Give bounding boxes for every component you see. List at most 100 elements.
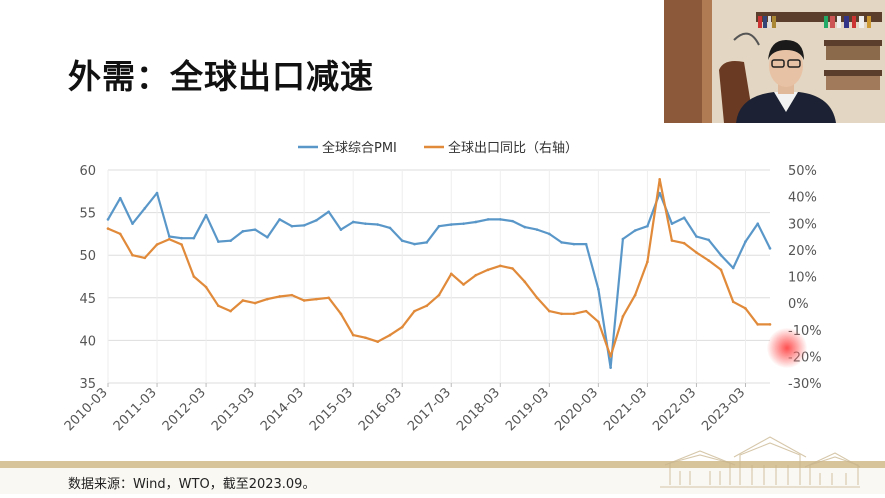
right-axis: 50%40%30%20%10%0%-10%-20%-30% <box>788 164 822 392</box>
right-tick-label: 40% <box>788 191 817 206</box>
data-point-exports <box>646 260 649 264</box>
data-point-exports <box>597 320 600 324</box>
data-point-exports <box>364 336 367 340</box>
data-point-pmi <box>621 237 625 241</box>
left-tick-label: 55 <box>79 207 96 222</box>
data-point-pmi <box>106 218 110 221</box>
data-point-pmi <box>290 224 294 228</box>
data-point-exports <box>633 293 637 297</box>
series-line-exports <box>106 178 772 358</box>
left-tick-label: 45 <box>79 292 96 307</box>
data-point-exports <box>609 355 612 358</box>
data-point-exports <box>584 309 588 313</box>
data-point-pmi <box>339 228 343 231</box>
x-axis: 2010-03 2011-03 2012-03 2013-03 2014-03 2015-… <box>62 383 748 434</box>
right-tick-label: -30% <box>788 377 822 392</box>
footer-band <box>0 461 885 468</box>
data-point-exports <box>167 237 171 241</box>
data-point-exports <box>744 307 747 310</box>
right-tick-label: 20% <box>788 244 817 259</box>
data-point-exports <box>511 267 514 270</box>
data-point-pmi <box>731 266 735 270</box>
data-point-pmi <box>719 253 723 257</box>
data-point-exports <box>621 315 625 318</box>
data-point-pmi <box>756 222 760 225</box>
chart-grid <box>107 169 770 384</box>
right-tick-label: 10% <box>788 271 817 286</box>
data-point-pmi <box>584 242 588 246</box>
data-point-exports <box>695 251 698 254</box>
data-point-pmi <box>278 218 281 221</box>
data-point-pmi <box>768 247 772 250</box>
data-point-exports <box>560 312 563 316</box>
data-point-pmi <box>266 236 269 239</box>
data-point-exports <box>425 304 429 308</box>
data-point-pmi <box>572 242 576 246</box>
right-tick-label: 0% <box>788 297 809 312</box>
data-point-exports <box>155 243 159 246</box>
x-tick-label: 2019-03 <box>503 385 552 434</box>
x-tick-label: 2013-03 <box>209 385 258 434</box>
data-point-exports <box>351 333 355 337</box>
data-point-exports <box>376 340 380 344</box>
data-point-pmi <box>449 223 453 226</box>
x-tick-label: 2015-03 <box>307 385 356 434</box>
data-point-pmi <box>682 216 686 220</box>
data-point-exports <box>143 256 147 260</box>
data-point-pmi <box>523 225 527 229</box>
data-point-exports <box>302 299 306 302</box>
data-point-exports <box>229 309 232 313</box>
data-point-exports <box>756 323 760 326</box>
data-point-pmi <box>302 224 306 227</box>
data-point-pmi <box>229 239 232 243</box>
data-point-exports <box>437 293 441 297</box>
data-point-pmi <box>474 220 478 224</box>
data-point-exports <box>449 272 453 276</box>
data-point-exports <box>719 268 723 272</box>
data-point-exports <box>535 296 539 300</box>
data-point-exports <box>278 295 281 298</box>
x-tick-label: 2021-03 <box>601 385 650 434</box>
data-point-exports <box>204 285 208 289</box>
data-point-exports <box>486 268 490 272</box>
data-point-exports <box>192 275 196 278</box>
x-tick-label: 2017-03 <box>405 385 454 434</box>
data-point-exports <box>388 333 392 337</box>
x-tick-label: 2010-03 <box>62 385 111 434</box>
data-point-pmi <box>217 240 220 243</box>
data-point-exports <box>658 178 661 181</box>
data-point-pmi <box>118 196 122 200</box>
data-point-pmi <box>327 210 330 214</box>
data-point-exports <box>731 300 735 304</box>
left-tick-label: 40 <box>79 334 96 349</box>
right-tick-label: 50% <box>788 164 817 179</box>
series-line-pmi <box>106 191 772 369</box>
data-point-pmi <box>670 222 674 225</box>
data-point-pmi <box>535 228 539 231</box>
data-point-pmi <box>388 226 392 230</box>
data-point-exports <box>400 325 404 329</box>
data-point-exports <box>180 243 183 246</box>
data-point-pmi <box>204 213 208 217</box>
data-point-exports <box>290 293 294 297</box>
data-point-pmi <box>413 242 416 246</box>
pavilion-decoration <box>660 425 861 494</box>
data-point-exports <box>682 241 686 245</box>
data-point-pmi <box>511 219 514 223</box>
data-point-exports <box>266 297 269 301</box>
data-point-pmi <box>658 191 661 195</box>
data-point-pmi <box>609 366 612 369</box>
x-tick-label: 2014-03 <box>258 385 307 434</box>
data-point-pmi <box>695 235 698 238</box>
presenter-webcam <box>664 0 885 123</box>
data-point-pmi <box>462 222 465 225</box>
left-tick-label: 60 <box>79 164 96 179</box>
source-note: 数据来源：Wind，WTO，截至2023.09。 <box>68 477 316 492</box>
data-point-exports <box>670 239 674 242</box>
data-point-exports <box>131 253 134 257</box>
data-point-pmi <box>633 229 637 232</box>
data-point-pmi <box>253 228 257 231</box>
data-point-pmi <box>315 218 318 222</box>
slide-title: 外需：全球出口减速 <box>68 57 374 96</box>
